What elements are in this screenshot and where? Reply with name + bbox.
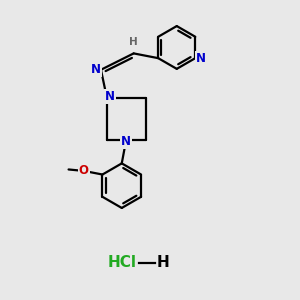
Text: N: N: [196, 52, 206, 65]
Text: HCl: HCl: [107, 255, 136, 270]
Text: N: N: [91, 63, 100, 76]
Text: H: H: [157, 255, 170, 270]
Text: N: N: [105, 90, 115, 103]
Text: O: O: [79, 164, 89, 177]
Text: H: H: [129, 37, 138, 47]
Text: N: N: [121, 135, 131, 148]
